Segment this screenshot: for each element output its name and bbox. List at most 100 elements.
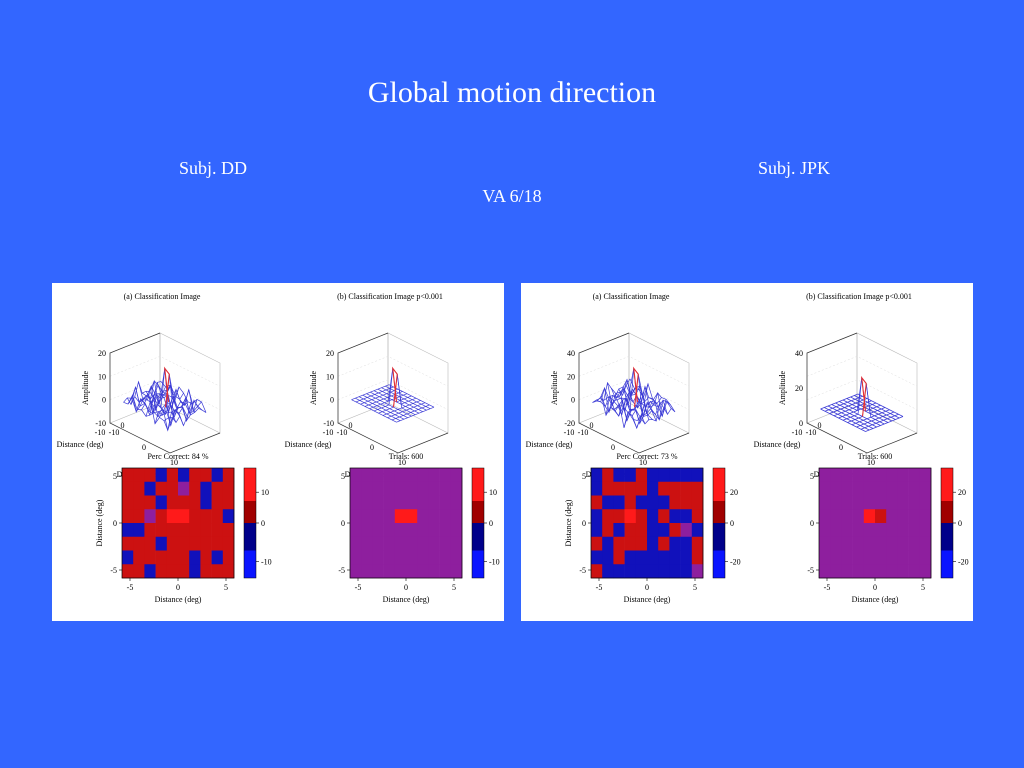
surface-b-mesh-line: [856, 411, 895, 428]
heatmap-c-cell: [680, 536, 693, 551]
heatmap-c-cell: [144, 523, 156, 538]
heatmap-c-cell: [122, 481, 134, 496]
heatmap-d-cell: [897, 468, 909, 483]
surface-b-mesh-line: [358, 396, 405, 420]
heatmap-c-cell: [211, 550, 224, 565]
heatmap-c-cell: [635, 564, 648, 579]
surface-b-y-tick: 0: [349, 421, 353, 430]
heatmap-d-cell: [394, 523, 407, 538]
surface-a-ylabel: Distance (deg): [526, 440, 573, 449]
surface-a-mesh-line: [599, 386, 646, 425]
heatmap-c-cell: [178, 564, 190, 579]
surface-b-mesh-line: [391, 404, 430, 421]
heatmap-d-cell: [863, 509, 876, 524]
heatmap-c-cell: [178, 550, 190, 565]
heatmap-c-cell: [200, 468, 212, 483]
heatmap-d-cell: [819, 550, 831, 565]
heatmap-c-colorbar-bottom: [713, 550, 725, 578]
heatmap-c-cell: [144, 509, 156, 524]
heatmap-c-cell: [144, 495, 156, 510]
heatmap-d-cell: [350, 509, 362, 524]
heatmap-d-cell: [450, 481, 463, 496]
heatmap-c-cell: [613, 495, 625, 510]
heatmap-c-cell: [155, 550, 168, 565]
heatmap-c-cell: [211, 523, 224, 538]
heatmap-c-cell: [635, 523, 648, 538]
surface-a-axis-frame: [578, 332, 690, 454]
heatmap-d-y-tick: 5: [810, 472, 814, 481]
surface-a-z-tick: 40: [567, 349, 575, 358]
heatmap-d-cell: [383, 468, 396, 483]
heatmap-c-ylabel: Distance (deg): [564, 499, 573, 546]
heatmap-c-cell: [222, 536, 235, 551]
heatmap-d-cell: [908, 536, 921, 551]
heatmap-d-colorbar-mid-blue: [472, 523, 484, 551]
surface-a-y-tick: -10: [564, 428, 575, 437]
heatmap-c-cell: [658, 468, 670, 483]
heatmap-c-colorbar-mid-blue: [244, 523, 256, 551]
heatmap-d-cell: [875, 536, 887, 551]
heatmap-c-cell: [658, 550, 670, 565]
heatmap-d-x-tick: -5: [824, 583, 831, 592]
heatmap-d-cell: [428, 509, 440, 524]
heatmap-d-cell: [897, 495, 909, 510]
heatmap-c-cell: [133, 481, 145, 496]
heatmap-d-cell: [383, 550, 396, 565]
heatmap-c-cell: [200, 481, 212, 496]
heatmap-d-cell: [886, 481, 898, 496]
heatmap-d-colorbar-tick: 20: [958, 488, 966, 497]
heatmap-c-cell: [635, 509, 648, 524]
surface-b-x-tick: -10: [337, 428, 348, 437]
heatmap-c-cell: [144, 468, 156, 483]
heatmap-c-cell: [602, 509, 614, 524]
heatmap-d-cell: [428, 481, 440, 496]
heatmap-d-cell: [372, 509, 384, 524]
heatmap-d-cell: [361, 509, 373, 524]
heatmap-d-cell: [919, 481, 932, 496]
heatmap-c-cell: [691, 468, 704, 483]
heatmap-c-colorbar-bottom: [244, 550, 256, 578]
heatmap-d-cell: [406, 481, 418, 496]
heatmap-d-cell: [383, 509, 396, 524]
surface-b-wall-grid: [337, 379, 449, 410]
heatmap-c-cell: [602, 564, 614, 579]
heatmap-d-cell: [841, 564, 853, 579]
heatmap-c-cell: [669, 536, 681, 551]
heatmap-c-cell: [166, 550, 179, 565]
heatmap-d-cell: [875, 509, 887, 524]
surface-a-x-tick: -10: [578, 428, 589, 437]
surface-a-z-tick: 0: [571, 396, 575, 405]
surface-b-mesh-line: [860, 413, 899, 430]
heatmap-d-cell: [908, 564, 921, 579]
heatmap-d-cell: [841, 481, 853, 496]
heatmap-d-cell: [875, 468, 887, 483]
surface-a-mesh-line: [637, 401, 676, 425]
heatmap-c-cell: [613, 550, 625, 565]
surface-a-y-tick: 0: [121, 421, 125, 430]
heatmap-d-cell: [886, 495, 898, 510]
heatmap-c-cell: [658, 536, 670, 551]
heatmap-d-cell: [897, 536, 909, 551]
heatmap-c-cell: [189, 536, 201, 551]
heatmap-c-cell: [178, 536, 190, 551]
heatmap-d-cell: [897, 523, 909, 538]
heatmap-c-cell: [624, 536, 637, 551]
surface-a-peak: [632, 366, 639, 408]
surface-a-z-tick: -20: [564, 419, 575, 428]
surface-b-z-tick: 40: [795, 349, 803, 358]
heatmap-d-cell: [350, 523, 362, 538]
heatmap-c-cell: [658, 509, 670, 524]
visual-acuity-label: VA 6/18: [482, 186, 542, 206]
heatmap-c-cell: [669, 468, 681, 483]
heatmap-d-cell: [908, 550, 921, 565]
surface-b-wall-grid: [806, 356, 918, 387]
heatmap-c-cell: [624, 550, 637, 565]
heatmap-c-cell: [602, 523, 614, 538]
heatmap-d-cell: [406, 536, 418, 551]
heatmap-c-cell: [669, 523, 681, 538]
surface-b-mesh-line: [366, 393, 412, 417]
heatmap-d-cell: [394, 536, 407, 551]
heatmap-c-y-tick: -5: [579, 566, 586, 575]
heatmap-d-cell: [852, 550, 865, 565]
heatmap-d-cell: [819, 564, 831, 579]
